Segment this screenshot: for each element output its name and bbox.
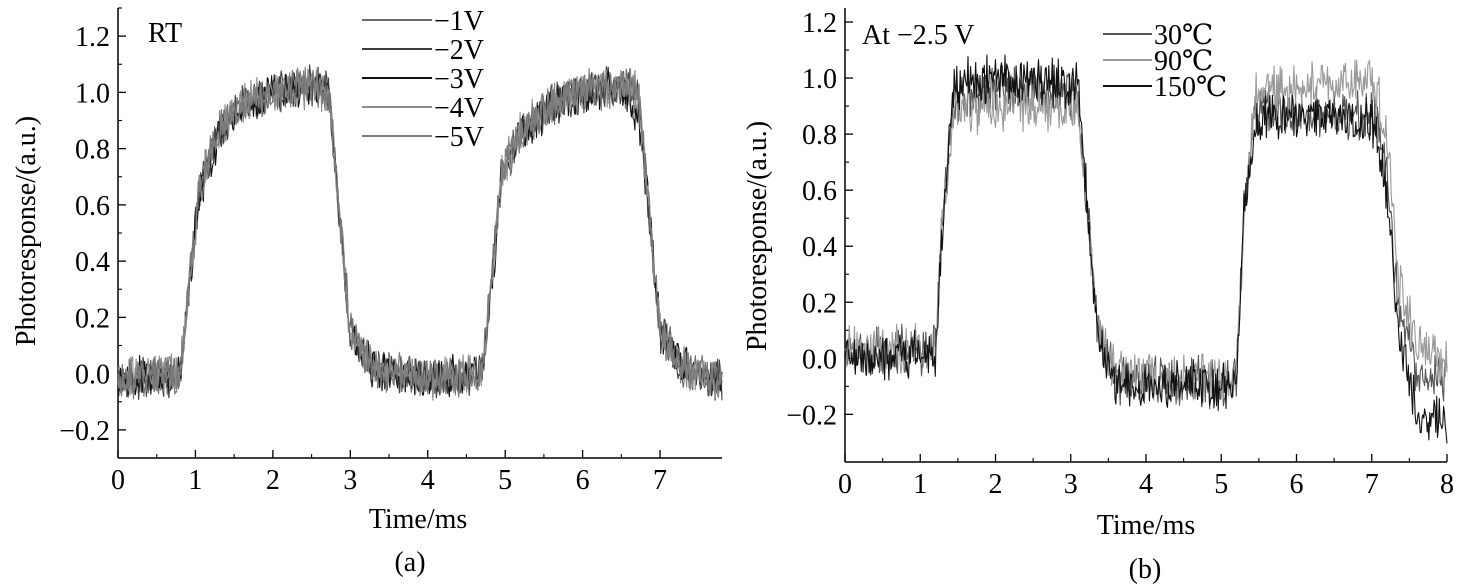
x-tick-label: 4 bbox=[1139, 469, 1153, 500]
y-tick-label: 0.4 bbox=[802, 232, 837, 263]
panel-a-xlabel: Time/ms bbox=[369, 504, 468, 535]
legend-label: −5V bbox=[434, 122, 484, 153]
y-tick-label: −0.2 bbox=[59, 416, 110, 447]
x-tick-label: 3 bbox=[1064, 469, 1078, 500]
y-tick-label: 0.8 bbox=[75, 135, 110, 166]
y-tick-label: 0.6 bbox=[75, 191, 110, 222]
x-tick-label: 8 bbox=[1440, 469, 1454, 500]
x-tick-label: 4 bbox=[421, 465, 435, 496]
legend-label: 90℃ bbox=[1154, 46, 1213, 77]
y-tick-label: 0.2 bbox=[802, 288, 837, 319]
y-tick-label: 0.2 bbox=[75, 303, 110, 334]
x-tick-label: 5 bbox=[498, 465, 512, 496]
panel-a-annotation: RT bbox=[148, 18, 182, 49]
y-tick-label: 0.4 bbox=[75, 247, 110, 278]
panel-b-annotation: At −2.5 V bbox=[862, 20, 975, 51]
series-line bbox=[117, 64, 723, 401]
y-tick-label: 0.0 bbox=[75, 360, 110, 391]
y-tick-label: 1.0 bbox=[802, 64, 837, 95]
x-tick-label: 6 bbox=[1290, 469, 1304, 500]
series-line bbox=[117, 68, 723, 401]
y-tick-label: 0.0 bbox=[802, 344, 837, 375]
legend-label: −4V bbox=[434, 93, 484, 124]
x-tick-label: 1 bbox=[188, 465, 202, 496]
x-tick-label: 3 bbox=[343, 465, 357, 496]
x-tick-label: 1 bbox=[913, 469, 927, 500]
x-tick-label: 2 bbox=[266, 465, 280, 496]
panel-a-label: (a) bbox=[394, 547, 425, 578]
panel-a-ylabel: Photoresponse/(a.u.) bbox=[11, 116, 42, 346]
series-line bbox=[844, 54, 1448, 444]
y-tick-label: 1.2 bbox=[802, 8, 837, 39]
x-tick-label: 0 bbox=[111, 465, 125, 496]
series-line bbox=[117, 66, 723, 399]
x-tick-label: 7 bbox=[1365, 469, 1379, 500]
panel-a-plot: 0 1 2 3 4 5 6 7−0.20.00.20.40.60.81.01.2−1V−2V−… bbox=[59, 6, 723, 496]
legend-label: −3V bbox=[434, 64, 484, 95]
legend-label: −2V bbox=[434, 35, 484, 66]
y-tick-label: −0.2 bbox=[786, 400, 837, 431]
y-tick-label: 1.2 bbox=[75, 22, 110, 53]
panel-b-ylabel: Photoresponse/(a.u.) bbox=[742, 121, 773, 351]
panel-b-xlabel: Time/ms bbox=[1097, 510, 1196, 541]
legend-label: 150℃ bbox=[1154, 72, 1227, 103]
x-tick-label: 5 bbox=[1214, 469, 1228, 500]
legend-label: 30℃ bbox=[1154, 20, 1213, 51]
panel-a: 0 1 2 3 4 5 6 7−0.20.00.20.40.60.81.01.2−1V−2V−… bbox=[11, 6, 723, 578]
y-tick-label: 1.0 bbox=[75, 78, 110, 109]
panel-b-plot: 0 1 2 3 4 5 6 7 8 −0.2 0.0 0.2 0.4 0.6 0.8 1.0 1.2 30℃90℃… bbox=[786, 8, 1454, 500]
panel-b: 0 1 2 3 4 5 6 7 8 −0.2 0.0 0.2 0.4 0.6 0.8 1.0 1.2 30℃90℃… bbox=[742, 8, 1454, 585]
y-tick-label: 0.8 bbox=[802, 120, 837, 151]
x-tick-label: 2 bbox=[989, 469, 1003, 500]
x-tick-label: 7 bbox=[653, 465, 667, 496]
x-tick-label: 6 bbox=[576, 465, 590, 496]
x-tick-label: 0 bbox=[838, 469, 852, 500]
y-tick-label: 0.6 bbox=[802, 176, 837, 207]
legend-label: −1V bbox=[434, 6, 484, 37]
panel-b-label: (b) bbox=[1129, 554, 1162, 585]
series-line bbox=[117, 66, 723, 400]
